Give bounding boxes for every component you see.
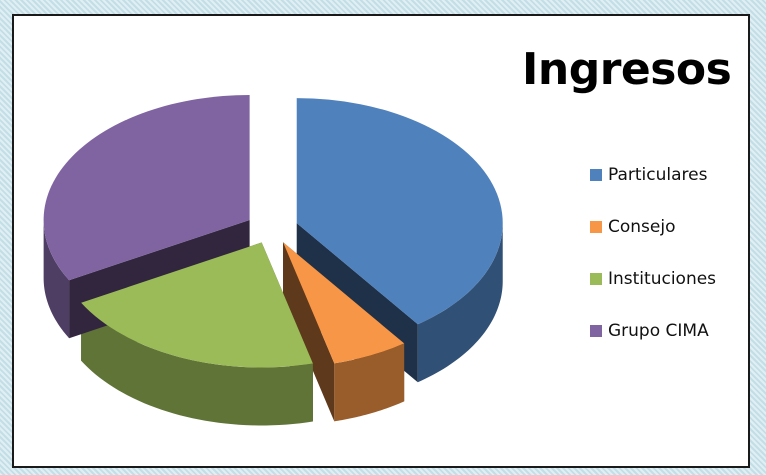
legend-swatch: [590, 273, 602, 285]
legend-label: Particulares: [608, 165, 708, 185]
chart-title: Ingresos: [522, 44, 732, 95]
slice-instituciones-side: [81, 302, 313, 426]
pie-chart: [43, 94, 503, 426]
legend-label: Consejo: [608, 217, 676, 237]
slice-consejo-side: [334, 343, 405, 422]
legend-swatch: [590, 221, 602, 233]
slice-consejo-wall-end: [283, 242, 335, 422]
chart-frame: Ingresos Particulares Consejo Institucio…: [12, 14, 750, 468]
legend: Particulares Consejo Instituciones Grupo…: [590, 162, 716, 370]
slice-grupo-cima: [43, 94, 250, 281]
slice-grupo-cima-side: [43, 219, 70, 339]
legend-item-instituciones: Instituciones: [590, 266, 716, 292]
legend-item-particulares: Particulares: [590, 162, 716, 188]
legend-label: Grupo CIMA: [608, 321, 709, 341]
slice-particulares-side: [417, 223, 503, 383]
legend-item-consejo: Consejo: [590, 214, 716, 240]
slice-consejo: [283, 242, 405, 364]
legend-label: Instituciones: [608, 269, 717, 289]
legend-swatch: [590, 169, 602, 181]
legend-swatch: [590, 325, 602, 337]
slice-instituciones: [81, 242, 313, 368]
legend-item-grupo-cima: Grupo CIMA: [590, 318, 716, 344]
slice-particulares: [296, 98, 503, 325]
pie-tops: [43, 94, 503, 368]
